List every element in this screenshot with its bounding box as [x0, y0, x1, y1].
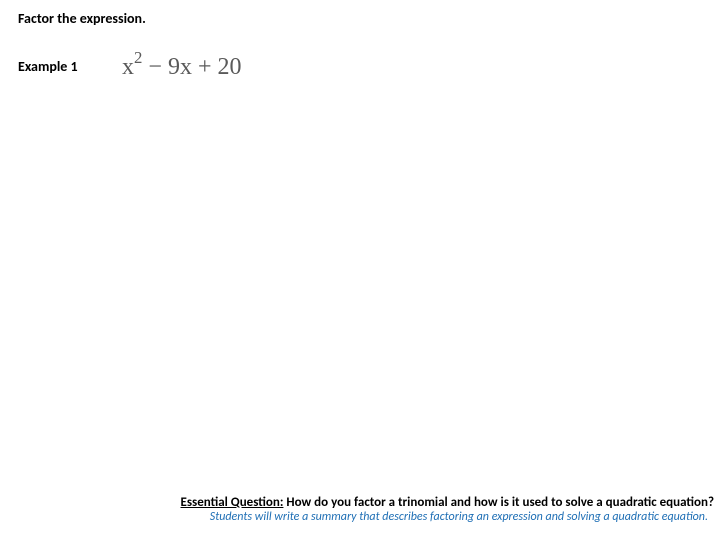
- math-const: 20: [217, 54, 241, 80]
- essential-question-text: How do you factor a trinomial and how is…: [283, 495, 714, 510]
- math-coeff1: 9: [168, 54, 180, 80]
- math-var-x: x: [122, 54, 134, 81]
- math-expression: x2 − 9x + 20: [122, 50, 241, 81]
- summary-text: Students will write a summary that descr…: [0, 510, 714, 524]
- instruction-text: Factor the expression.: [18, 10, 146, 27]
- example-label: Example 1: [18, 58, 78, 75]
- math-exponent: 2: [134, 48, 142, 67]
- footer-block: Essential Question: How do you factor a …: [0, 495, 720, 524]
- math-op1: −: [142, 54, 168, 80]
- essential-question-label: Essential Question:: [181, 495, 284, 510]
- math-var1: x: [180, 54, 192, 80]
- essential-question-line: Essential Question: How do you factor a …: [0, 495, 714, 510]
- math-op2: +: [192, 54, 218, 80]
